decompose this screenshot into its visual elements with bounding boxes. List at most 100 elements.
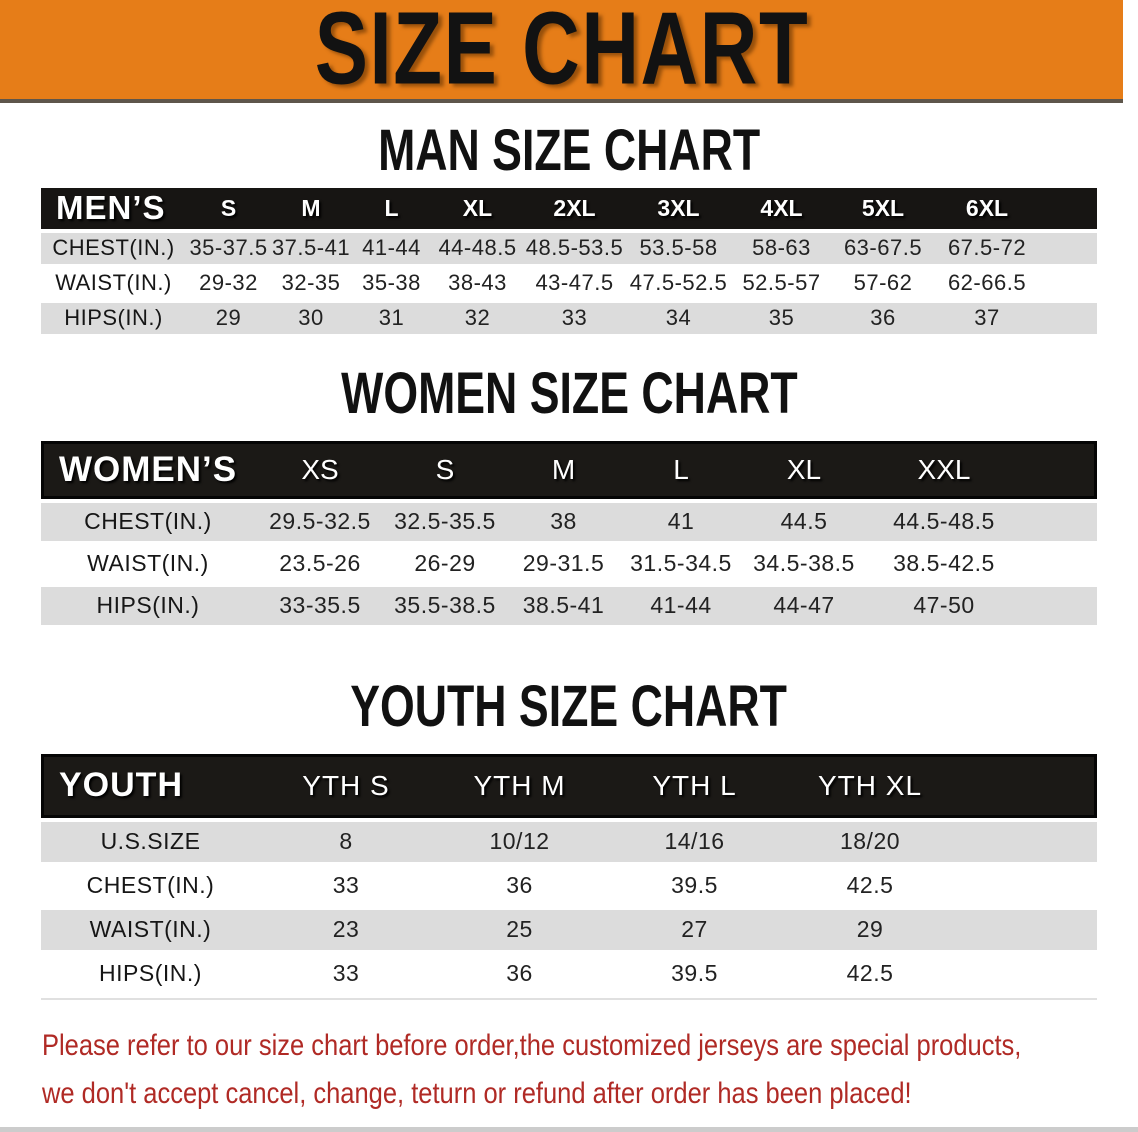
size-cell: 47-50 [868, 586, 1020, 625]
size-cell: 33 [260, 865, 432, 906]
disclaimer-line-1: Please refer to our size chart before or… [42, 1028, 1022, 1062]
size-cell: 14/16 [607, 821, 782, 862]
size-cell: 41-44 [351, 232, 432, 264]
size-cell: 35.5-38.5 [385, 586, 505, 625]
size-cell: 42.5 [782, 865, 958, 906]
size-cell: 29-32 [186, 267, 271, 299]
banner-title: SIZE CHART [314, 0, 809, 103]
size-cell: 58-63 [731, 232, 832, 264]
disclaimer-line-2: we don't accept cancel, change, teturn o… [42, 1076, 912, 1110]
size-column-header: L [351, 187, 432, 229]
row-label: CHEST(IN.) [41, 865, 260, 906]
row-label: CHEST(IN.) [41, 232, 186, 264]
size-cell: 57-62 [832, 267, 934, 299]
size-cell: 25 [432, 909, 607, 950]
size-cell: 36 [432, 865, 607, 906]
size-cell: 23 [260, 909, 432, 950]
size-cell: 37 [934, 302, 1040, 334]
filler-cell [1040, 232, 1097, 264]
filler-cell [1020, 440, 1097, 499]
size-column-header: YTH XL [782, 753, 958, 818]
filler-cell [958, 953, 1097, 994]
size-cell: 29.5-32.5 [255, 502, 385, 541]
size-column-header: S [186, 187, 271, 229]
filler-cell [958, 865, 1097, 906]
size-cell: 29 [782, 909, 958, 950]
size-column-header: XXL [868, 440, 1020, 499]
size-column-header: YTH S [260, 753, 432, 818]
womens-table-label: WOMEN’S [41, 440, 255, 499]
row-label: WAIST(IN.) [41, 909, 260, 950]
filler-cell [1040, 302, 1097, 334]
size-column-header: M [271, 187, 351, 229]
size-cell: 44.5 [740, 502, 868, 541]
mens-size-table: MEN’S S M L XL 2XL 3XL 4XL 5XL 6XL CHEST… [41, 184, 1097, 338]
size-cell: 31 [351, 302, 432, 334]
filler-cell [1020, 586, 1097, 625]
row-label: HIPS(IN.) [41, 302, 186, 334]
size-cell: 8 [260, 821, 432, 862]
size-cell: 47.5-52.5 [626, 267, 731, 299]
size-cell: 27 [607, 909, 782, 950]
filler-cell [1020, 502, 1097, 541]
filler-cell [1040, 187, 1097, 229]
size-column-header: L [622, 440, 740, 499]
size-cell: 62-66.5 [934, 267, 1040, 299]
size-column-header: M [505, 440, 622, 499]
size-cell: 34 [626, 302, 731, 334]
size-column-header: 2XL [523, 187, 626, 229]
size-cell: 42.5 [782, 953, 958, 994]
row-label: WAIST(IN.) [41, 267, 186, 299]
filler-cell [1020, 544, 1097, 583]
size-cell: 29 [186, 302, 271, 334]
size-column-header: 4XL [731, 187, 832, 229]
men-heading-text: MAN SIZE CHART [377, 118, 761, 183]
disclaimer: Please refer to our size chart before or… [0, 1022, 1138, 1118]
row-label: U.S.SIZE [41, 821, 260, 862]
size-cell: 44-47 [740, 586, 868, 625]
size-cell: 32-35 [271, 267, 351, 299]
size-column-header: XL [740, 440, 868, 499]
youth-header-row: YOUTH YTH S YTH M YTH L YTH XL [41, 753, 1097, 818]
size-cell: 48.5-53.5 [523, 232, 626, 264]
size-cell: 39.5 [607, 865, 782, 906]
size-cell: 31.5-34.5 [622, 544, 740, 583]
size-cell: 38.5-41 [505, 586, 622, 625]
womens-waist-row: WAIST(IN.) 23.5-26 26-29 29-31.5 31.5-34… [41, 544, 1097, 583]
filler-cell [958, 909, 1097, 950]
size-cell: 36 [432, 953, 607, 994]
size-cell: 35-37.5 [186, 232, 271, 264]
youth-hips-row: HIPS(IN.) 33 36 39.5 42.5 [41, 953, 1097, 994]
size-column-header: YTH L [607, 753, 782, 818]
youth-waist-row: WAIST(IN.) 23 25 27 29 [41, 909, 1097, 950]
size-cell: 35-38 [351, 267, 432, 299]
size-cell: 33 [523, 302, 626, 334]
size-cell: 32 [432, 302, 523, 334]
mens-table-label: MEN’S [41, 187, 186, 229]
size-cell: 30 [271, 302, 351, 334]
filler-cell [958, 753, 1097, 818]
filler-cell [958, 821, 1097, 862]
size-cell: 10/12 [432, 821, 607, 862]
size-cell: 26-29 [385, 544, 505, 583]
size-cell: 39.5 [607, 953, 782, 994]
row-label: HIPS(IN.) [41, 953, 260, 994]
size-cell: 34.5-38.5 [740, 544, 868, 583]
youth-ussize-row: U.S.SIZE 8 10/12 14/16 18/20 [41, 821, 1097, 862]
size-column-header: YTH M [432, 753, 607, 818]
youth-chest-row: CHEST(IN.) 33 36 39.5 42.5 [41, 865, 1097, 906]
youth-section-heading: YOUTH SIZE CHART [0, 674, 1138, 740]
women-section-heading: WOMEN SIZE CHART [0, 361, 1138, 427]
row-label: HIPS(IN.) [41, 586, 255, 625]
row-label: WAIST(IN.) [41, 544, 255, 583]
size-column-header: S [385, 440, 505, 499]
size-cell: 44.5-48.5 [868, 502, 1020, 541]
size-cell: 29-31.5 [505, 544, 622, 583]
youth-table-label: YOUTH [41, 753, 260, 818]
size-column-header: 5XL [832, 187, 934, 229]
size-chart-banner: SIZE CHART [0, 0, 1123, 103]
size-cell: 18/20 [782, 821, 958, 862]
womens-size-table: WOMEN’S XS S M L XL XXL CHEST(IN.) 29.5-… [41, 437, 1097, 629]
size-cell: 44-48.5 [432, 232, 523, 264]
size-column-header: 6XL [934, 187, 1040, 229]
